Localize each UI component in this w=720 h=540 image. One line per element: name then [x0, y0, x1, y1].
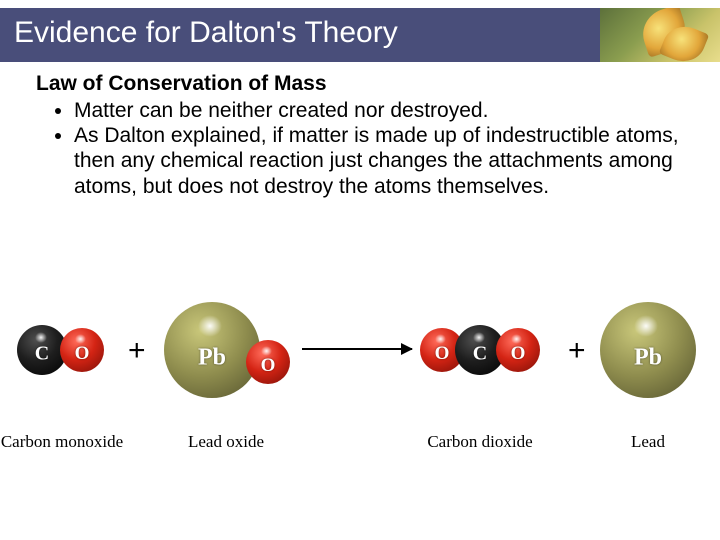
content-area: Law of Conservation of Mass Matter can b… [0, 62, 720, 199]
bullet-item: Matter can be neither created nor destro… [74, 98, 696, 123]
bullet-list: Matter can be neither created nor destro… [36, 98, 696, 199]
atom-label: Pb [198, 344, 226, 371]
molecule-caption: Lead [578, 432, 718, 452]
atom-o: O [496, 328, 540, 372]
atom-label: O [261, 355, 276, 377]
law-title: Law of Conservation of Mass [36, 72, 696, 96]
decorative-corner-image [600, 6, 720, 62]
atom-o: O [60, 328, 104, 372]
atom-pb: Pb [164, 302, 260, 398]
slide-title: Evidence for Dalton's Theory [14, 16, 398, 50]
bullet-item: As Dalton explained, if matter is made u… [74, 123, 696, 199]
title-bar: Evidence for Dalton's Theory [0, 0, 720, 62]
atom-label: O [75, 343, 90, 365]
atom-label: O [511, 343, 526, 365]
molecule-caption: Carbon monoxide [0, 432, 132, 452]
title-top-strip [0, 0, 720, 8]
atom-label: C [473, 343, 487, 366]
atom-pb: Pb [600, 302, 696, 398]
molecule-caption: Carbon dioxide [410, 432, 550, 452]
atom-label: C [35, 343, 49, 366]
atom-o: O [246, 340, 290, 384]
reaction-arrow [302, 348, 412, 350]
reaction-diagram: C O Carbon monoxide Pb O Lead oxide O C O Carbon … [0, 280, 720, 520]
plus-operator: + [568, 334, 586, 368]
molecule-caption: Lead oxide [156, 432, 296, 452]
atom-label: Pb [634, 344, 662, 371]
atom-label: O [435, 343, 450, 365]
plus-operator: + [128, 334, 146, 368]
